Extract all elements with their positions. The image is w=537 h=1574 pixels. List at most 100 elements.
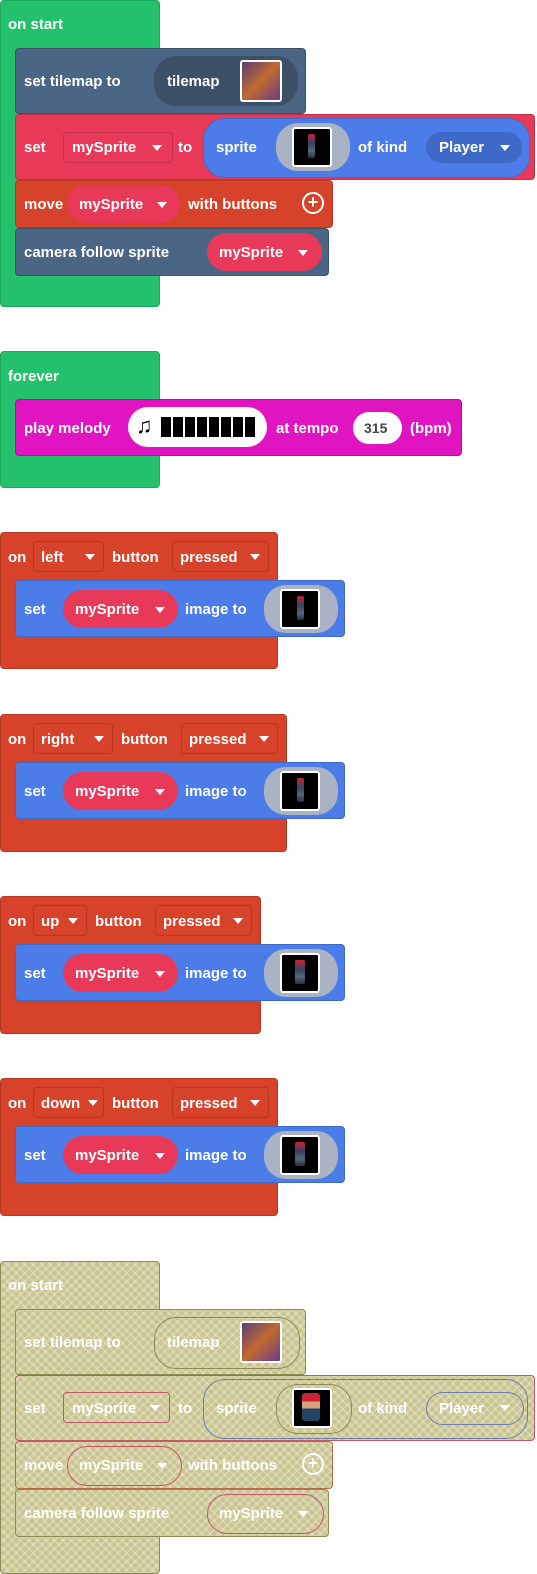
bpm-label: (bpm) (410, 420, 452, 437)
camera-follow-label: camera follow sprite (24, 244, 170, 261)
sprite-image-slot[interactable] (276, 1384, 352, 1434)
event-dropdown[interactable] (181, 723, 278, 754)
button-word: button (95, 913, 142, 930)
chevron-down-icon (150, 1405, 160, 1411)
camera-variable-name: mySprite (219, 244, 284, 261)
variable-name: mySprite (72, 139, 137, 156)
player-right-icon (297, 778, 304, 802)
variable-name: mySprite (72, 1400, 137, 1417)
image-to-label: image to (185, 965, 247, 982)
move-variable-name: mySprite (79, 196, 144, 213)
chevron-down-icon (152, 145, 162, 151)
move-variable-name: mySprite (79, 1457, 144, 1474)
plus-circle-icon[interactable]: + (302, 192, 324, 214)
variable-name: mySprite (75, 1147, 140, 1164)
tilemap-thumbnail-icon[interactable] (240, 1321, 282, 1363)
button-value: down (41, 1095, 81, 1112)
kind-value: Player (439, 1400, 485, 1417)
event-value: pressed (189, 731, 247, 748)
set-label: set (24, 965, 46, 982)
set-sprite-block[interactable] (15, 1375, 535, 1441)
event-value: pressed (180, 1095, 238, 1112)
button-dropdown[interactable] (33, 541, 104, 572)
chevron-down-icon (88, 1100, 98, 1106)
on-label: on (8, 1095, 27, 1112)
chevron-down-icon (155, 1153, 165, 1159)
chevron-down-icon (500, 145, 510, 151)
plus-circle-icon[interactable]: + (302, 1453, 324, 1475)
sprite-label: sprite (216, 1400, 257, 1417)
set-label: set (24, 1147, 46, 1164)
move-label: move (24, 196, 64, 213)
play-melody-label: play melody (24, 420, 111, 437)
move-label: move (24, 1457, 64, 1474)
kind-value: Player (439, 139, 485, 156)
image-to-label: image to (185, 783, 247, 800)
tilemap-label: tilemap (167, 73, 220, 90)
image-thumbnail-icon[interactable] (280, 589, 320, 629)
chevron-down-icon (94, 736, 104, 742)
player-up-icon (295, 960, 305, 984)
chevron-down-icon (68, 918, 78, 924)
camera-variable-dropdown[interactable] (207, 1494, 324, 1534)
chevron-down-icon (155, 789, 165, 795)
chevron-down-icon (259, 736, 269, 742)
image-to-label: image to (185, 1147, 247, 1164)
button-word: button (112, 549, 159, 566)
event-dropdown[interactable] (155, 905, 252, 936)
chevron-down-icon (250, 1100, 260, 1106)
camera-variable-name: mySprite (219, 1505, 284, 1522)
at-tempo-label: at tempo (276, 420, 339, 437)
on-label: on (8, 913, 27, 930)
tilemap-reporter[interactable] (154, 1317, 300, 1369)
chevron-down-icon (500, 1405, 510, 1411)
button-dropdown[interactable] (33, 905, 87, 936)
button-word: button (121, 731, 168, 748)
on-label: on (8, 731, 27, 748)
image-thumbnail-icon[interactable] (280, 771, 320, 811)
player-figure-icon (308, 134, 315, 158)
set-label: set (24, 601, 46, 618)
variable-dropdown[interactable] (63, 1392, 170, 1423)
event-value: pressed (180, 549, 238, 566)
forever-label: forever (8, 368, 59, 385)
sprite-label: sprite (216, 139, 257, 156)
variable-name: mySprite (75, 601, 140, 618)
music-note-icon: ♫ (136, 413, 153, 438)
event-dropdown[interactable] (172, 541, 269, 572)
on-start-label: on start (8, 1277, 64, 1294)
set-tilemap-label: set tilemap to (24, 1334, 121, 1351)
variable-dropdown[interactable] (63, 132, 173, 163)
set-tilemap-label: set tilemap to (24, 73, 121, 90)
to-label: to (178, 1400, 193, 1417)
set-label: set (24, 139, 46, 156)
move-variable-dropdown[interactable] (67, 1446, 182, 1486)
chevron-down-icon (155, 607, 165, 613)
tilemap-label: tilemap (167, 1334, 220, 1351)
button-dropdown[interactable] (33, 1087, 104, 1118)
event-value: pressed (163, 913, 221, 930)
on-label: on (8, 549, 27, 566)
to-label: to (178, 139, 193, 156)
variable-name: mySprite (75, 783, 140, 800)
button-value: left (41, 549, 64, 566)
chevron-down-icon (85, 554, 95, 560)
chevron-down-icon (157, 1463, 167, 1469)
of-kind-label: of kind (358, 1400, 408, 1417)
button-dropdown[interactable] (33, 723, 113, 754)
camera-follow-label: camera follow sprite (24, 1505, 170, 1522)
on-start-label: on start (8, 16, 64, 33)
kind-dropdown[interactable] (426, 1392, 524, 1425)
button-value: right (41, 731, 75, 748)
chevron-down-icon (155, 971, 165, 977)
chevron-down-icon (157, 202, 167, 208)
of-kind-label: of kind (358, 139, 408, 156)
camera-follow-block[interactable] (15, 1489, 329, 1537)
melody-notes (161, 417, 255, 437)
event-dropdown[interactable] (172, 1087, 269, 1118)
sprite-reporter[interactable] (203, 1379, 528, 1439)
image-to-label: image to (185, 601, 247, 618)
chevron-down-icon (250, 554, 260, 560)
tempo-input[interactable] (353, 412, 402, 444)
tilemap-thumbnail-icon[interactable] (240, 60, 282, 102)
